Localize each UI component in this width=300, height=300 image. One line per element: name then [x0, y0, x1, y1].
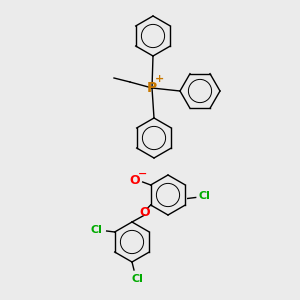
Text: O: O [140, 206, 150, 218]
Text: O: O [129, 173, 140, 187]
Text: +: + [155, 74, 165, 84]
Text: Cl: Cl [91, 225, 103, 235]
Text: Cl: Cl [131, 274, 143, 284]
Text: −: − [138, 169, 147, 179]
Text: Cl: Cl [199, 191, 211, 202]
Text: P: P [147, 81, 157, 95]
